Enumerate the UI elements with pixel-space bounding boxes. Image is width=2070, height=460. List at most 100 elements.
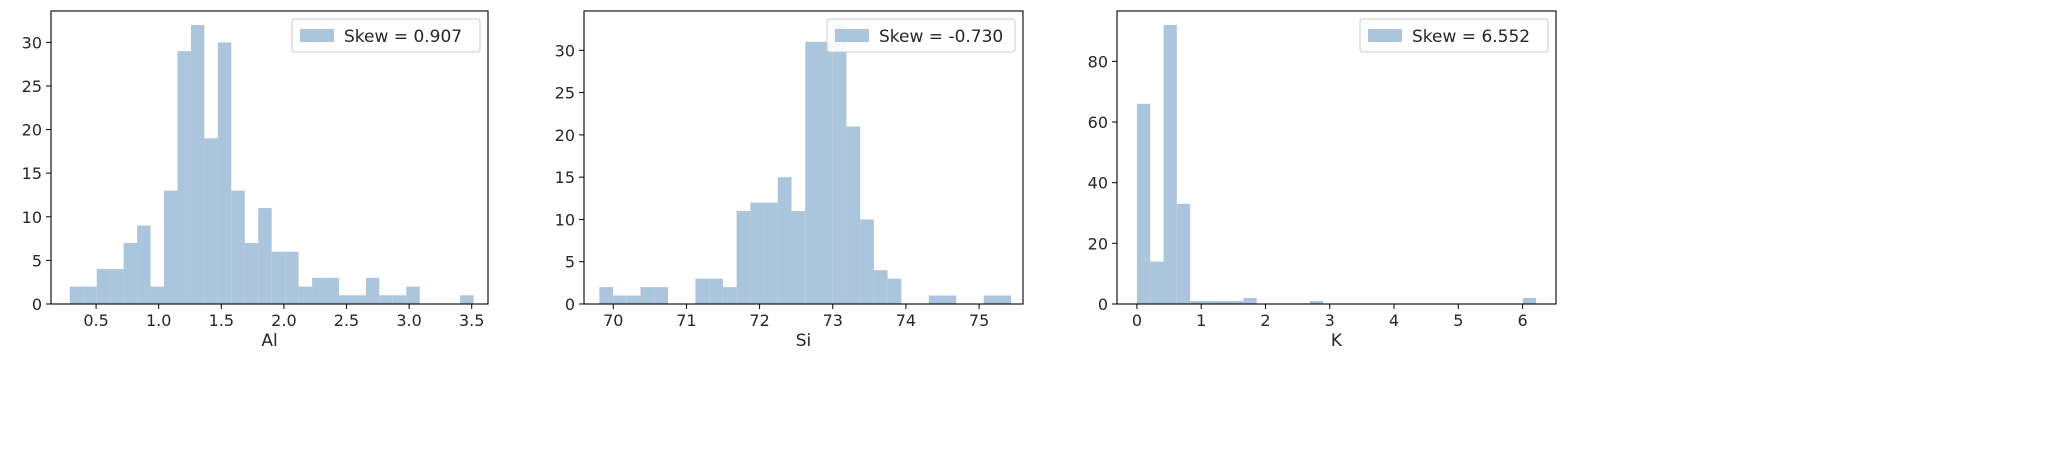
histogram-bar — [640, 287, 655, 304]
y-tick-label: 0 — [565, 295, 575, 314]
histogram-bar — [613, 295, 627, 304]
histogram-bar — [177, 51, 191, 304]
x-tick-label: 1 — [1196, 311, 1206, 330]
legend-label: Skew = -0.730 — [879, 27, 1003, 47]
histogram-bar — [942, 295, 957, 304]
y-tick-label: 25 — [22, 77, 42, 96]
y-tick-label: 20 — [22, 121, 42, 140]
x-tick-label: 4 — [1389, 311, 1399, 330]
legend-box — [1359, 18, 1549, 53]
histogram-bar — [777, 177, 792, 304]
histogram-bar — [312, 277, 326, 304]
histogram-bar — [887, 278, 902, 304]
histogram-bar — [860, 219, 874, 304]
x-tick-label: 2 — [1260, 311, 1270, 330]
chart-panel-Si: 70 71 72 73 74 75 0 5 10 15 20 25 30 Si Skew = -0.730 — [555, 10, 1024, 351]
histogram-bar — [1190, 300, 1204, 304]
legend-label: Skew = 0.907 — [344, 27, 462, 47]
histogram-bar — [1203, 300, 1217, 304]
histogram-bar — [1163, 24, 1177, 304]
x-tick-label: 70 — [603, 311, 623, 330]
histogram-bar — [805, 41, 819, 305]
legend-swatch — [300, 29, 334, 42]
histogram-bar — [1216, 300, 1231, 304]
y-tick-label: 20 — [1088, 234, 1108, 253]
histogram-bar — [791, 210, 806, 304]
histogram-bar — [338, 295, 353, 304]
y-tick-label: 5 — [565, 253, 575, 272]
histogram-bar — [1136, 103, 1151, 305]
x-tick-label: 2.5 — [334, 311, 359, 330]
histogram-bar — [231, 190, 245, 304]
histogram-bar — [123, 242, 138, 304]
histogram-bar — [298, 286, 313, 304]
x-tick-label: 72 — [749, 311, 769, 330]
x-tick-label: 3.5 — [459, 311, 484, 330]
axes-frame — [583, 10, 1024, 305]
legend-box — [291, 18, 481, 53]
legend: Skew = 6.552 — [1359, 18, 1549, 53]
histogram-bar — [83, 286, 97, 304]
x-tick-label: 1.5 — [209, 311, 234, 330]
x-tick-label: 1.0 — [146, 311, 171, 330]
histogram-bar — [325, 277, 339, 304]
histogram-bar — [736, 210, 751, 304]
x-tick-label: 0 — [1132, 311, 1142, 330]
histogram-bar — [1230, 300, 1244, 304]
histogram-bar — [695, 278, 710, 304]
x-tick-label: 73 — [823, 311, 843, 330]
histogram-bar — [244, 242, 259, 304]
x-axis-label: K — [1331, 331, 1343, 351]
legend: Skew = -0.730 — [826, 18, 1016, 53]
x-tick-label: 71 — [676, 311, 696, 330]
histogram-bar — [750, 202, 765, 304]
x-axis-label: Al — [261, 331, 277, 351]
histogram-bar — [150, 286, 165, 304]
axes-frame — [1116, 10, 1557, 305]
histogram-bar — [722, 287, 737, 304]
histogram-bar — [1150, 261, 1164, 304]
y-tick-label: 60 — [1088, 113, 1108, 132]
y-tick-label: 15 — [22, 164, 42, 183]
histogram-bar — [599, 287, 614, 304]
axes-frame — [50, 10, 489, 305]
y-tick-label: 30 — [22, 33, 42, 52]
y-tick-label: 0 — [1098, 295, 1108, 314]
histogram-bar — [110, 269, 124, 304]
x-tick-label: 3 — [1325, 311, 1335, 330]
legend-label: Skew = 6.552 — [1412, 27, 1530, 47]
histogram-bar — [1176, 203, 1191, 304]
histogram-bar — [69, 286, 84, 304]
histogram-bar — [654, 287, 668, 304]
histogram-bar — [1522, 297, 1537, 304]
histogram-bar — [258, 208, 272, 304]
y-tick-label: 25 — [555, 84, 575, 103]
histogram-bar — [164, 190, 178, 304]
x-tick-label: 6 — [1517, 311, 1527, 330]
histogram-bar — [818, 41, 833, 305]
legend-box — [826, 18, 1016, 53]
histogram-bar — [190, 24, 205, 304]
histogram-bar — [1243, 297, 1257, 304]
chart-panel-Al: 0.5 1.0 1.5 2.0 2.5 3.0 3.5 0 5 10 15 20 25 30 Al Skew … — [22, 10, 489, 351]
x-tick-label: 2.0 — [271, 311, 296, 330]
histogram-bar — [285, 251, 299, 304]
histogram-bar — [137, 225, 151, 304]
x-axis-label: Si — [796, 331, 812, 351]
histogram-bar — [983, 295, 998, 304]
y-tick-label: 20 — [555, 126, 575, 145]
y-tick-label: 10 — [22, 208, 42, 227]
y-tick-label: 80 — [1088, 52, 1108, 71]
x-tick-label: 75 — [969, 311, 989, 330]
y-tick-label: 5 — [32, 251, 42, 270]
x-tick-label: 3.0 — [396, 311, 421, 330]
histogram-bar — [204, 138, 218, 304]
histogram-bar — [873, 270, 888, 304]
histogram-bar — [460, 295, 474, 304]
histogram-bar — [626, 295, 641, 304]
legend-swatch — [1368, 29, 1402, 42]
histogram-bar — [832, 24, 847, 304]
x-tick-label: 74 — [896, 311, 916, 330]
